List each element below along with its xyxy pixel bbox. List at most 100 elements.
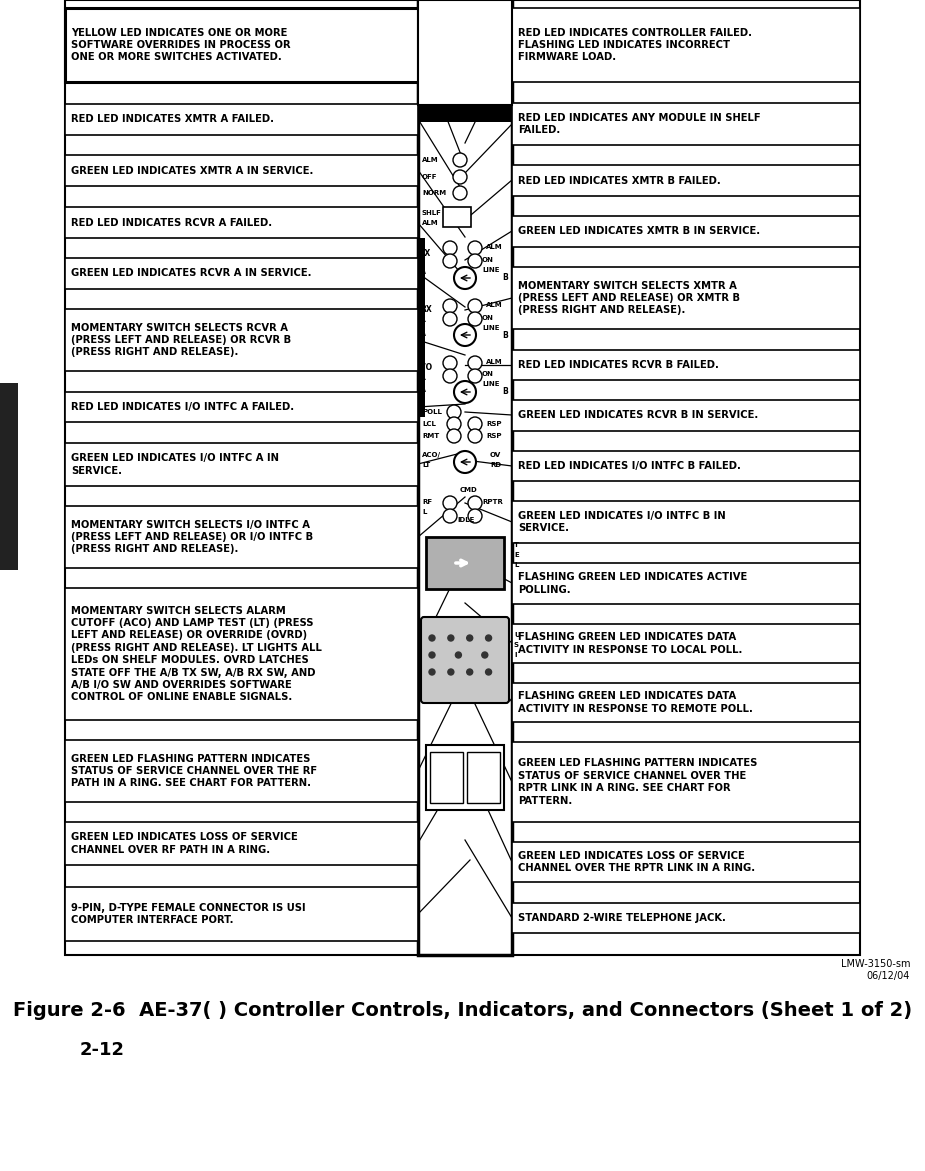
Bar: [420, 238, 425, 303]
Bar: [65, 104, 418, 135]
Text: RED LED INDICATES XMTR B FAILED.: RED LED INDICATES XMTR B FAILED.: [518, 176, 721, 185]
Bar: [65, 207, 418, 238]
Bar: [65, 443, 418, 486]
Circle shape: [453, 186, 467, 200]
Bar: [418, 0, 512, 105]
Text: TX: TX: [420, 248, 431, 258]
Circle shape: [443, 509, 457, 523]
Text: A: A: [420, 329, 426, 337]
Text: 9-PIN, D-TYPE FEMALE CONNECTOR IS USI
COMPUTER INTERFACE PORT.: 9-PIN, D-TYPE FEMALE CONNECTOR IS USI CO…: [71, 903, 305, 925]
Circle shape: [429, 652, 435, 658]
Text: Figure 2-6  AE-37( ) Controller Controls, Indicators, and Connectors (Sheet 1 of: Figure 2-6 AE-37( ) Controller Controls,…: [13, 1000, 912, 1020]
Circle shape: [448, 669, 454, 674]
Text: FLASHING GREEN LED INDICATES ACTIVE
POLLING.: FLASHING GREEN LED INDICATES ACTIVE POLL…: [518, 573, 747, 595]
Text: RSP: RSP: [486, 433, 501, 439]
Circle shape: [486, 635, 491, 641]
Text: YELLOW LED INDICATES ONE OR MORE
SOFTWARE OVERRIDES IN PROCESS OR
ONE OR MORE SW: YELLOW LED INDICATES ONE OR MORE SOFTWAR…: [71, 28, 290, 62]
Bar: [426, 745, 504, 810]
Circle shape: [443, 241, 457, 255]
Text: S: S: [514, 642, 519, 648]
Text: RED LED INDICATES I/O INTFC B FAILED.: RED LED INDICATES I/O INTFC B FAILED.: [518, 461, 741, 471]
Bar: [512, 8, 860, 82]
Text: ALM: ALM: [422, 157, 438, 163]
Circle shape: [447, 405, 461, 419]
Circle shape: [468, 356, 482, 370]
Text: ON: ON: [482, 315, 494, 321]
Bar: [443, 207, 471, 227]
Circle shape: [468, 254, 482, 268]
Text: LINE: LINE: [482, 381, 500, 386]
Bar: [512, 400, 860, 431]
Text: A: A: [420, 267, 426, 276]
Bar: [467, 752, 500, 803]
Circle shape: [453, 170, 467, 184]
Text: RD: RD: [490, 463, 501, 468]
Text: B: B: [502, 330, 508, 340]
Bar: [512, 563, 860, 604]
Text: CMD: CMD: [460, 487, 477, 493]
Text: GREEN LED INDICATES XMTR B IN SERVICE.: GREEN LED INDICATES XMTR B IN SERVICE.: [518, 226, 760, 237]
Text: OFF: OFF: [422, 174, 438, 180]
Bar: [65, 886, 418, 941]
Circle shape: [454, 451, 476, 473]
Text: MOMENTARY SWITCH SELECTS XMTR A
(PRESS LEFT AND RELEASE) OR XMTR B
(PRESS RIGHT : MOMENTARY SWITCH SELECTS XMTR A (PRESS L…: [518, 281, 740, 315]
Text: I: I: [514, 652, 516, 658]
Bar: [65, 822, 418, 865]
Bar: [430, 752, 463, 803]
Text: RED LED INDICATES CONTROLLER FAILED.
FLASHING LED INDICATES INCORRECT
FIRMWARE L: RED LED INDICATES CONTROLLER FAILED. FLA…: [518, 28, 752, 62]
Text: GREEN LED INDICATES LOSS OF SERVICE
CHANNEL OVER RF PATH IN A RING.: GREEN LED INDICATES LOSS OF SERVICE CHAN…: [71, 833, 298, 855]
Bar: [512, 103, 860, 145]
Circle shape: [454, 324, 476, 345]
Text: T: T: [514, 542, 519, 548]
Text: U: U: [514, 632, 520, 638]
Text: ON: ON: [482, 256, 494, 263]
Circle shape: [454, 381, 476, 403]
Text: ACO/: ACO/: [422, 452, 441, 458]
Text: MOMENTARY SWITCH SELECTS RCVR A
(PRESS LEFT AND RELEASE) OR RCVR B
(PRESS RIGHT : MOMENTARY SWITCH SELECTS RCVR A (PRESS L…: [71, 322, 291, 357]
Circle shape: [486, 669, 491, 674]
Circle shape: [443, 497, 457, 511]
Circle shape: [448, 635, 454, 641]
Circle shape: [454, 267, 476, 289]
Circle shape: [467, 669, 473, 674]
Text: SHLF: SHLF: [422, 210, 442, 215]
Text: NORM: NORM: [422, 190, 446, 196]
Text: STANDARD 2-WIRE TELEPHONE JACK.: STANDARD 2-WIRE TELEPHONE JACK.: [518, 913, 726, 923]
Circle shape: [429, 669, 435, 674]
Bar: [512, 501, 860, 543]
Text: RED LED INDICATES RCVR A FAILED.: RED LED INDICATES RCVR A FAILED.: [71, 218, 272, 227]
Text: LINE: LINE: [482, 267, 500, 273]
Bar: [418, 0, 512, 956]
Circle shape: [447, 429, 461, 443]
Text: L: L: [422, 509, 426, 515]
Text: GREEN LED INDICATES RCVR A IN SERVICE.: GREEN LED INDICATES RCVR A IN SERVICE.: [71, 268, 312, 279]
FancyBboxPatch shape: [421, 617, 509, 703]
Circle shape: [429, 635, 435, 641]
Text: GREEN LED FLASHING PATTERN INDICATES
STATUS OF SERVICE CHANNEL OVER THE RF
PATH : GREEN LED FLASHING PATTERN INDICATES STA…: [71, 754, 317, 788]
Circle shape: [467, 635, 473, 641]
Circle shape: [443, 356, 457, 370]
Text: GREEN LED INDICATES XMTR A IN SERVICE.: GREEN LED INDICATES XMTR A IN SERVICE.: [71, 165, 314, 176]
Text: RMT: RMT: [422, 433, 439, 439]
Text: MOMENTARY SWITCH SELECTS ALARM
CUTOFF (ACO) AND LAMP TEST (LT) (PRESS
LEFT AND R: MOMENTARY SWITCH SELECTS ALARM CUTOFF (A…: [71, 605, 322, 703]
Text: L: L: [420, 372, 425, 382]
Text: RED LED INDICATES I/O INTFC A FAILED.: RED LED INDICATES I/O INTFC A FAILED.: [71, 402, 294, 412]
Text: B: B: [502, 388, 508, 397]
Text: FLASHING GREEN LED INDICATES DATA
ACTIVITY IN RESPONSE TO LOCAL POLL.: FLASHING GREEN LED INDICATES DATA ACTIVI…: [518, 632, 743, 655]
Bar: [512, 683, 860, 723]
Text: GREEN LED FLASHING PATTERN INDICATES
STATUS OF SERVICE CHANNEL OVER THE
RPTR LIN: GREEN LED FLASHING PATTERN INDICATES STA…: [518, 759, 758, 806]
Bar: [420, 295, 425, 359]
Text: POLL: POLL: [422, 409, 442, 415]
Text: ALM: ALM: [422, 220, 438, 226]
Bar: [65, 8, 418, 82]
Text: RED LED INDICATES ANY MODULE IN SHELF
FAILED.: RED LED INDICATES ANY MODULE IN SHELF FA…: [518, 112, 760, 135]
Bar: [420, 352, 425, 417]
Circle shape: [468, 369, 482, 383]
Text: GREEN LED INDICATES LOSS OF SERVICE
CHANNEL OVER THE RPTR LINK IN A RING.: GREEN LED INDICATES LOSS OF SERVICE CHAN…: [518, 851, 755, 874]
Circle shape: [468, 241, 482, 255]
Bar: [512, 165, 860, 196]
Bar: [0, 383, 18, 570]
Bar: [512, 267, 860, 329]
Text: ALM: ALM: [486, 359, 502, 365]
Text: RSP: RSP: [486, 422, 501, 427]
